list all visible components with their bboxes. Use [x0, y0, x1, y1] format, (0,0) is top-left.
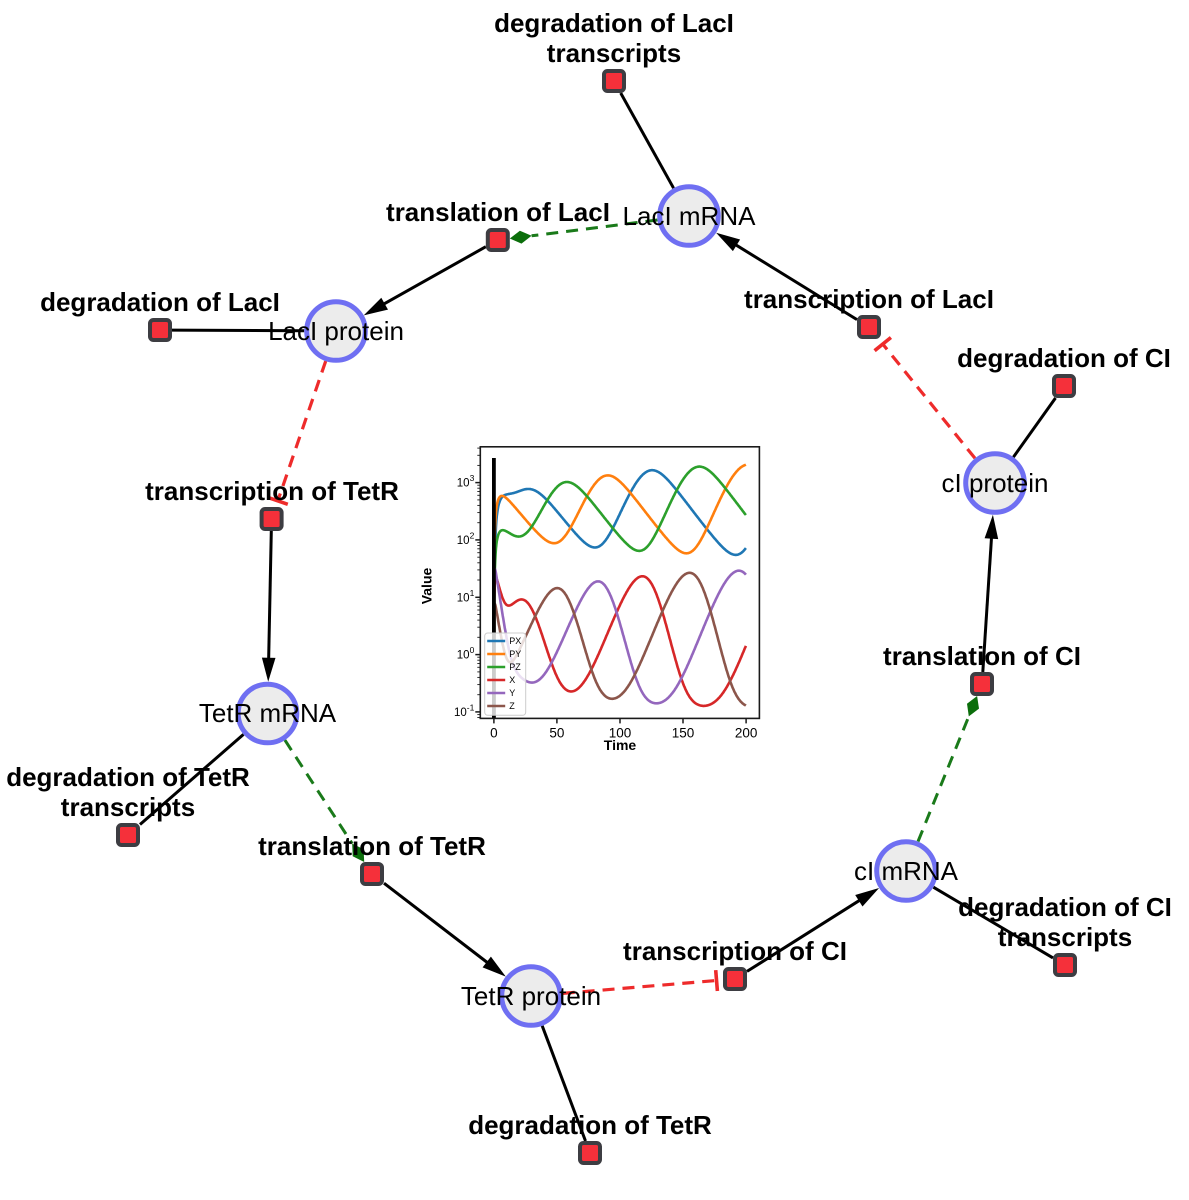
svg-text:translation of LacI: translation of LacI [386, 197, 610, 227]
svg-text:cI protein: cI protein [942, 468, 1049, 498]
svg-text:transcription of CI: transcription of CI [623, 936, 847, 966]
svg-text:100: 100 [609, 725, 632, 740]
svg-text:transcripts: transcripts [998, 922, 1132, 952]
svg-text:Y: Y [509, 688, 515, 698]
svg-text:PY: PY [509, 649, 521, 659]
svg-text:transcription of TetR: transcription of TetR [145, 476, 399, 506]
svg-text:Z: Z [509, 701, 515, 711]
svg-text:TetR protein: TetR protein [461, 981, 601, 1011]
svg-text:transcripts: transcripts [61, 792, 195, 822]
svg-text:LacI protein: LacI protein [268, 316, 404, 346]
svg-text:Value: Value [419, 568, 435, 605]
svg-text:transcripts: transcripts [547, 38, 681, 68]
svg-text:degradation of CI: degradation of CI [957, 343, 1171, 373]
svg-text:LacI mRNA: LacI mRNA [623, 201, 757, 231]
svg-text:degradation of TetR: degradation of TetR [468, 1110, 712, 1140]
svg-text:TetR mRNA: TetR mRNA [199, 698, 337, 728]
svg-text:degradation of LacI: degradation of LacI [494, 8, 734, 38]
svg-text:Time: Time [604, 737, 637, 753]
svg-text:translation of CI: translation of CI [883, 641, 1081, 671]
svg-text:PZ: PZ [509, 662, 521, 672]
svg-text:X: X [509, 675, 515, 685]
svg-text:PX: PX [509, 636, 521, 646]
svg-text:transcription of LacI: transcription of LacI [744, 284, 994, 314]
svg-text:translation of TetR: translation of TetR [258, 831, 486, 861]
svg-text:150: 150 [672, 725, 695, 740]
svg-text:200: 200 [735, 725, 758, 740]
svg-text:degradation of CI: degradation of CI [958, 892, 1172, 922]
svg-text:50: 50 [549, 725, 564, 740]
svg-text:0: 0 [490, 725, 498, 740]
svg-text:degradation of LacI: degradation of LacI [40, 287, 280, 317]
svg-text:cI mRNA: cI mRNA [854, 856, 959, 886]
svg-text:degradation of TetR: degradation of TetR [6, 762, 250, 792]
